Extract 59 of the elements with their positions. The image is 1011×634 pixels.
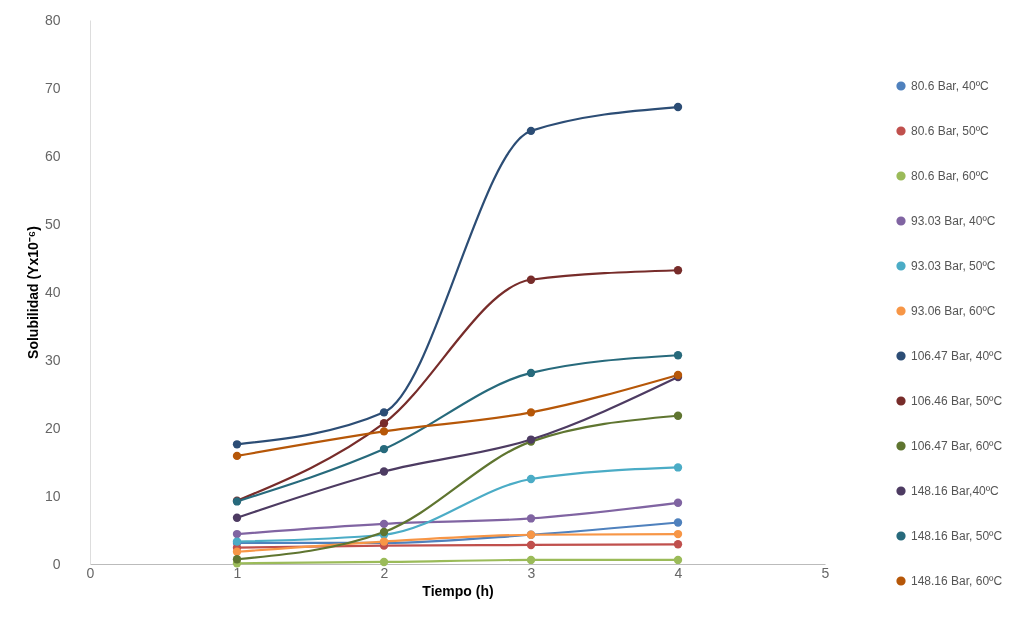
legend-label: 148.16 Bar, 50ºC — [911, 529, 1003, 543]
x-tick-label: 2 — [380, 564, 389, 581]
point — [526, 368, 536, 378]
point — [526, 126, 536, 136]
x-tick-label: 1 — [233, 564, 242, 581]
point — [673, 529, 683, 539]
x-tick-label: 5 — [821, 564, 830, 581]
point — [673, 555, 683, 565]
legend-label: 148.16 Bar,40ºC — [911, 484, 1000, 498]
point — [673, 102, 683, 112]
point — [673, 498, 683, 507]
y-tick-label: 30 — [44, 351, 61, 368]
point — [673, 540, 683, 549]
point — [673, 411, 683, 420]
point — [526, 555, 536, 565]
point — [526, 540, 536, 550]
point — [673, 266, 683, 275]
legend-label: 106.46 Bar, 50ºC — [911, 394, 1003, 408]
legend-label: 93.06 Bar, 60ºC — [911, 304, 996, 318]
x-axis-title: Tiempo (h) — [422, 582, 494, 599]
y-tick-label: 80 — [44, 11, 61, 28]
point — [232, 440, 242, 449]
point — [673, 518, 683, 527]
legend-label: 80.6 Bar, 60ºC — [911, 169, 990, 183]
point — [232, 529, 242, 539]
point — [232, 451, 242, 461]
x-tick-label: 4 — [674, 564, 683, 581]
x-tick-label: 0 — [86, 564, 95, 581]
point — [232, 547, 242, 556]
legend-label: 93.03 Bar, 40ºC — [911, 214, 996, 228]
point — [526, 275, 536, 284]
y-tick-label: 10 — [44, 487, 61, 504]
point — [379, 557, 389, 567]
point — [526, 408, 536, 417]
point — [232, 513, 242, 522]
point — [379, 419, 389, 428]
y-tick-label: 60 — [44, 147, 61, 164]
legend-label: 80.6 Bar, 50ºC — [911, 124, 990, 138]
point — [526, 514, 536, 523]
point — [526, 474, 536, 484]
y-axis-title: Solubilidad (Yx10⁻⁶) — [24, 226, 41, 359]
x-tick-label: 3 — [527, 564, 536, 581]
point — [673, 351, 683, 360]
legend-label: 106.47 Bar, 40ºC — [911, 349, 1003, 363]
legend-label: 148.16 Bar, 60ºC — [911, 574, 1003, 588]
y-tick-label: 20 — [44, 419, 61, 436]
point — [379, 408, 389, 417]
legend-label: 106.47 Bar, 60ºC — [911, 439, 1003, 453]
point — [379, 519, 389, 529]
point — [673, 463, 683, 472]
y-tick-label: 70 — [44, 79, 61, 96]
legend-label: 80.6 Bar, 40ºC — [911, 79, 990, 93]
legend-label: 93.03 Bar, 50ºC — [911, 259, 996, 273]
y-tick-label: 40 — [44, 283, 61, 300]
y-tick-label: 50 — [44, 215, 61, 232]
point — [379, 427, 389, 436]
point — [232, 555, 242, 564]
point — [379, 444, 389, 454]
point — [379, 467, 389, 476]
